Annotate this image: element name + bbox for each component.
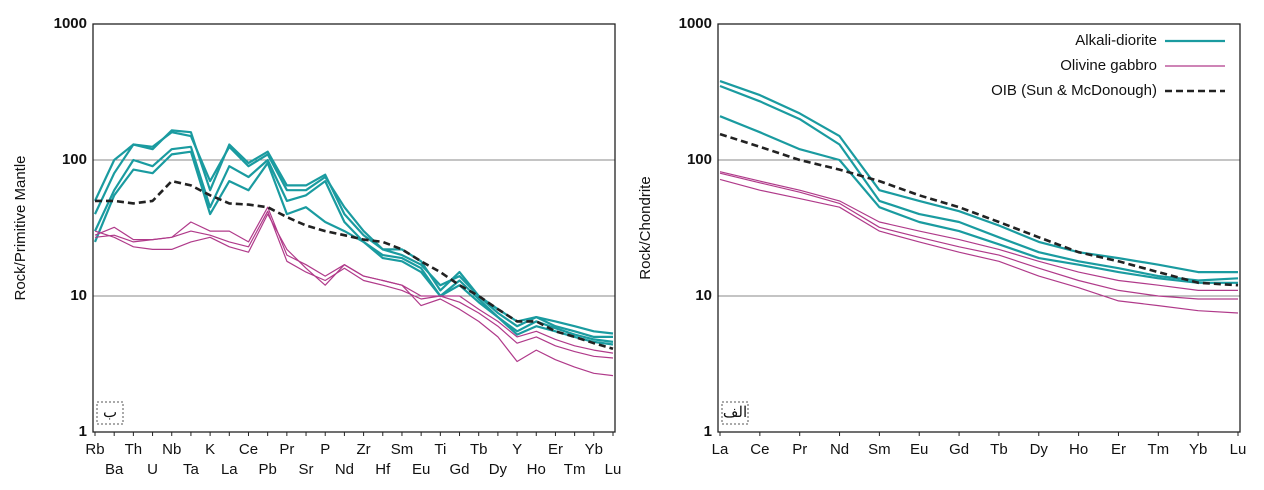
x-tick-label: Ce xyxy=(750,441,769,458)
x-tick-label: Tm xyxy=(564,461,586,478)
x-tick-label: Lu xyxy=(605,461,622,478)
x-tick-label: Gd xyxy=(450,461,470,478)
y-tick-label: 1000 xyxy=(54,15,87,32)
panel-label-box xyxy=(96,401,124,425)
x-tick-label: Tb xyxy=(470,441,488,458)
panel-label-box xyxy=(721,401,749,425)
x-tick-label: Nd xyxy=(335,461,354,478)
x-tick-label: Ho xyxy=(1069,441,1088,458)
x-tick-label: Hf xyxy=(375,461,391,478)
y-tick-label: 1 xyxy=(704,423,712,440)
x-tick-label: K xyxy=(205,441,215,458)
x-tick-label: Tm xyxy=(1147,441,1169,458)
x-tick-label: Dy xyxy=(1030,441,1049,458)
x-tick-label: Rb xyxy=(85,441,104,458)
series-line xyxy=(94,206,614,354)
panel-label-text: الف xyxy=(723,404,747,421)
y-tick-label: 100 xyxy=(62,151,87,168)
x-tick-label: Er xyxy=(1111,441,1126,458)
series-line xyxy=(719,115,1238,284)
x-tick-label: Pb xyxy=(258,461,276,478)
panel-label: الف xyxy=(721,401,749,425)
series-line xyxy=(95,179,614,350)
series-line xyxy=(719,171,1238,291)
y-tick-label: 100 xyxy=(687,151,712,168)
series-line xyxy=(719,84,1239,282)
x-tick-label: Tb xyxy=(990,441,1008,458)
x-tick-label: Lu xyxy=(1230,441,1247,458)
x-tick-label: Dy xyxy=(489,461,508,478)
x-tick-label: Yb xyxy=(585,441,603,458)
x-tick-label: La xyxy=(712,441,729,458)
series-line xyxy=(719,178,1239,314)
x-tick-label: Yb xyxy=(1189,441,1207,458)
x-tick-label: Ce xyxy=(239,441,258,458)
x-tick-label: Eu xyxy=(910,441,928,458)
y-axis-title: Rock/Primitive Mantle xyxy=(12,155,29,300)
y-tick-label: 10 xyxy=(70,287,87,304)
legend-label: OIB (Sun & McDonough) xyxy=(991,82,1157,99)
plot-frame xyxy=(92,23,616,433)
panel: 1 10 100 1000 Rock/Chondrite La Ce Pr Nd Sm Eu Gd Tb… xyxy=(637,15,1246,458)
x-tick-label: Zr xyxy=(357,441,371,458)
x-tick-label: Sm xyxy=(868,441,891,458)
x-tick-label: La xyxy=(221,461,238,478)
y-tick-label: 1000 xyxy=(679,15,712,32)
series-line xyxy=(93,150,614,346)
x-tick-label: Nd xyxy=(830,441,849,458)
x-tick-label: Pr xyxy=(792,441,807,458)
panel-label-text: ب xyxy=(103,404,117,421)
series-line xyxy=(719,80,1238,274)
x-tick-label: Ba xyxy=(105,461,124,478)
series-line xyxy=(719,132,1239,287)
series-line xyxy=(94,145,614,343)
x-tick-label: Eu xyxy=(412,461,430,478)
y-tick-label: 10 xyxy=(695,287,712,304)
x-tick-label: Th xyxy=(125,441,143,458)
x-tick-label: Y xyxy=(512,441,522,458)
panel-label: ب xyxy=(96,401,124,425)
x-tick-label: Er xyxy=(548,441,563,458)
x-tick-label: Sr xyxy=(299,461,314,478)
plot-frame xyxy=(717,23,1241,433)
x-tick-label: Gd xyxy=(949,441,969,458)
series-line xyxy=(719,172,1238,300)
x-tick-label: Ho xyxy=(527,461,546,478)
series-line xyxy=(94,129,613,338)
series-line xyxy=(94,213,614,377)
panel: 1 10 100 1000 Rock/Primitive Mantle RbBaThUNb… xyxy=(12,15,621,478)
x-tick-label: Nb xyxy=(162,441,181,458)
series-line xyxy=(94,210,614,359)
x-tick-label: Sm xyxy=(391,441,414,458)
y-tick-label: 1 xyxy=(79,423,87,440)
legend-label: Alkali-diorite xyxy=(1075,32,1157,49)
y-axis-title: Rock/Chondrite xyxy=(637,176,654,279)
x-tick-label: Pr xyxy=(279,441,294,458)
legend: Alkali-diorite Olivine gabbro OIB (Sun & M… xyxy=(991,32,1225,99)
x-tick-label: P xyxy=(320,441,330,458)
x-tick-label: U xyxy=(147,461,158,478)
x-tick-label: Ta xyxy=(183,461,200,478)
series-line xyxy=(94,131,614,335)
legend-label: Olivine gabbro xyxy=(1060,57,1157,74)
x-tick-label: Ti xyxy=(434,441,446,458)
